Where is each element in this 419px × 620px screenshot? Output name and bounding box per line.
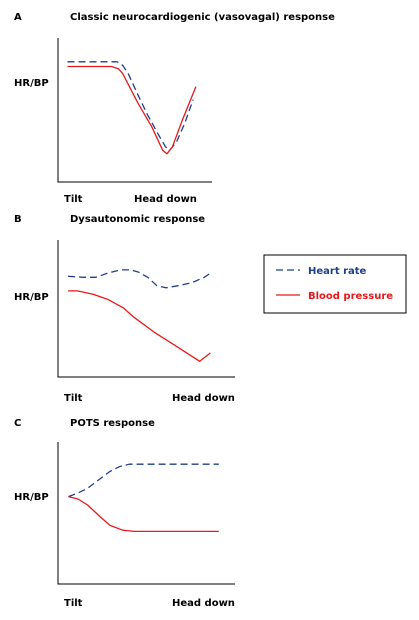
series-blood-pressure <box>68 495 219 533</box>
panel-a: A Classic neurocardiogenic (vasovagal) re… <box>14 12 335 205</box>
legend-box <box>263 254 407 314</box>
panel-title: Classic neurocardiogenic (vasovagal) res… <box>70 12 335 23</box>
x-tick-label: Head down <box>172 598 235 609</box>
series-heart-rate <box>68 269 213 289</box>
panel-title: Dysautonomic response <box>70 214 205 225</box>
panels-group: A Classic neurocardiogenic (vasovagal) re… <box>14 12 335 609</box>
legend-label: Blood pressure <box>308 291 393 302</box>
x-tick-label: Tilt <box>64 598 83 609</box>
series-heart-rate <box>67 61 194 151</box>
panel-b: B Dysautonomic response HR/BP Tilt Head down <box>14 214 235 404</box>
axes <box>57 240 235 378</box>
panel-letter: B <box>14 214 22 225</box>
legend: Heart rate Blood pressure <box>263 254 407 314</box>
x-tick-label: Tilt <box>64 194 83 205</box>
axes <box>57 38 212 183</box>
panel-letter: A <box>14 12 22 23</box>
x-tick-label: Head down <box>134 194 197 205</box>
y-axis-label: HR/BP <box>14 292 49 303</box>
series-heart-rate <box>68 463 219 498</box>
x-tick-label: Head down <box>172 393 235 404</box>
panel-title: POTS response <box>70 418 155 429</box>
y-axis-label: HR/BP <box>14 492 49 503</box>
panel-letter: C <box>14 418 21 429</box>
x-tick-label: Tilt <box>64 393 83 404</box>
axes <box>57 442 235 585</box>
legend-label: Heart rate <box>308 266 367 277</box>
series-blood-pressure <box>68 290 211 362</box>
series-blood-pressure <box>67 65 197 155</box>
y-axis-label: HR/BP <box>14 78 49 89</box>
panel-c: C POTS response HR/BP Tilt Head down <box>14 418 235 609</box>
